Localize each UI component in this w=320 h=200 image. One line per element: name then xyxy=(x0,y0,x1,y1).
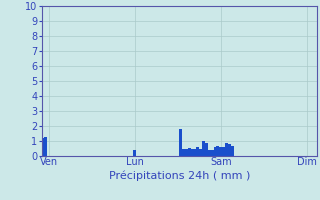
Bar xyxy=(44,137,47,156)
Bar xyxy=(133,150,136,156)
Bar xyxy=(219,147,222,156)
Bar xyxy=(222,147,225,156)
Bar xyxy=(42,138,44,156)
Bar xyxy=(208,150,211,156)
Bar xyxy=(185,148,188,156)
Bar xyxy=(191,148,194,156)
Bar xyxy=(179,129,182,156)
Bar xyxy=(211,150,214,156)
Bar xyxy=(228,144,231,156)
Bar xyxy=(205,142,208,156)
Bar xyxy=(202,141,205,156)
X-axis label: Précipitations 24h ( mm ): Précipitations 24h ( mm ) xyxy=(108,170,250,181)
Bar xyxy=(196,147,199,156)
Bar xyxy=(216,146,219,156)
Bar xyxy=(188,148,191,156)
Bar xyxy=(199,148,202,156)
Bar xyxy=(225,142,228,156)
Bar xyxy=(231,146,234,156)
Bar xyxy=(194,148,196,156)
Bar xyxy=(182,148,185,156)
Bar xyxy=(214,147,216,156)
